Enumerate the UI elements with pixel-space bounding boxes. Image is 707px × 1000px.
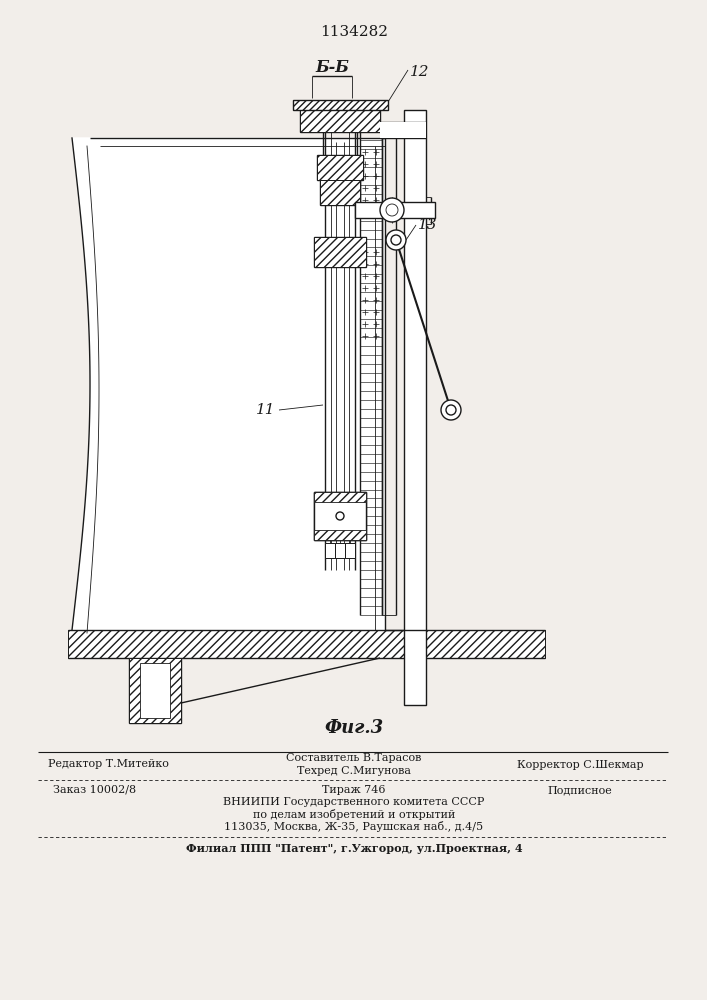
Text: Техред С.Мигунова: Техред С.Мигунова (297, 766, 411, 776)
Text: по делам изобретений и открытий: по делам изобретений и открытий (253, 808, 455, 820)
Bar (314, 237, 366, 267)
Text: 11: 11 (255, 403, 275, 417)
Bar (317, 155, 363, 180)
Bar (325, 543, 335, 558)
Circle shape (441, 400, 461, 420)
Bar (300, 110, 380, 132)
Circle shape (446, 405, 456, 415)
Text: Подписное: Подписное (548, 785, 612, 795)
Text: 113035, Москва, Ж-35, Раушская наб., д.4/5: 113035, Москва, Ж-35, Раушская наб., д.4… (224, 820, 484, 832)
Circle shape (336, 512, 344, 520)
Bar (293, 100, 388, 110)
Text: Заказ 10002/8: Заказ 10002/8 (54, 785, 136, 795)
Bar (345, 543, 355, 558)
Circle shape (386, 230, 406, 250)
Bar (380, 122, 426, 138)
Text: Фиг.3: Фиг.3 (325, 719, 384, 737)
Text: ВНИИПИ Государственного комитета СССР: ВНИИПИ Государственного комитета СССР (223, 797, 485, 807)
Text: Б-Б: Б-Б (315, 59, 349, 76)
Bar (335, 543, 345, 558)
Polygon shape (72, 138, 385, 630)
Text: 12: 12 (410, 65, 429, 79)
Bar (129, 658, 181, 723)
Text: Редактор Т.Митейко: Редактор Т.Митейко (47, 759, 168, 769)
Circle shape (380, 198, 404, 222)
Circle shape (386, 204, 398, 216)
Bar (68, 630, 545, 658)
Text: Составитель В.Тарасов: Составитель В.Тарасов (286, 753, 421, 763)
Text: 1134282: 1134282 (320, 25, 388, 39)
Bar (320, 180, 360, 205)
Bar (314, 530, 366, 540)
Bar (293, 100, 388, 110)
Text: Тираж 746: Тираж 746 (322, 785, 386, 795)
Bar (355, 202, 435, 218)
Text: 13: 13 (418, 218, 438, 232)
Circle shape (391, 235, 401, 245)
Bar (404, 110, 426, 705)
Bar (140, 663, 170, 718)
Bar (314, 492, 366, 502)
Text: Филиал ППП "Патент", г.Ужгород, ул.Проектная, 4: Филиал ППП "Патент", г.Ужгород, ул.Проек… (186, 844, 522, 854)
Bar (314, 492, 366, 540)
Text: Корректор С.Шекмар: Корректор С.Шекмар (517, 760, 643, 770)
